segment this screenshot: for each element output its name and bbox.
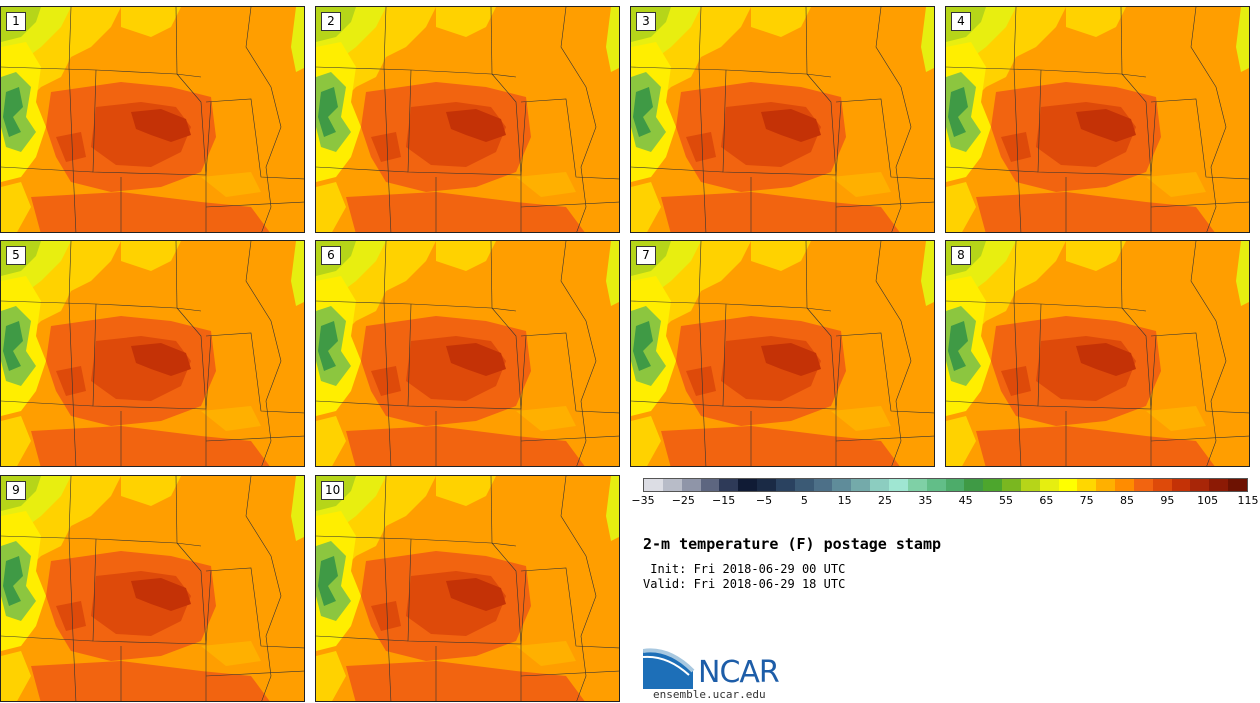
colorbar-tick-label: 15 <box>837 494 852 507</box>
site-url: ensemble.ucar.edu <box>653 688 766 701</box>
colorbar-swatch <box>870 479 889 491</box>
map-panel: 2 <box>315 6 620 233</box>
colorbar-tick-label: −5 <box>755 494 773 507</box>
colorbar-tick-label: 75 <box>1079 494 1094 507</box>
colorbar-swatch <box>945 479 965 491</box>
colorbar-tick-label: −25 <box>671 494 695 507</box>
colorbar-swatch <box>1152 479 1172 491</box>
map-panel: 4 <box>945 6 1250 233</box>
colorbar-swatch <box>1020 479 1040 491</box>
colorbar-swatch <box>738 479 758 491</box>
colorbar-swatch <box>983 479 1003 491</box>
figure-title: 2-m temperature (F) postage stamp <box>643 535 942 553</box>
colorbar-tick-label: 5 <box>800 494 808 507</box>
colorbar-swatch <box>964 479 984 491</box>
panel-number-label: 7 <box>636 246 656 265</box>
colorbar-tick-label: 55 <box>999 494 1013 507</box>
panel-number-label: 5 <box>6 246 26 265</box>
colorbar-swatch <box>907 479 927 491</box>
colorbar-swatch <box>832 479 852 491</box>
panel-number-label: 9 <box>6 481 26 500</box>
map-panel: 10 <box>315 475 620 702</box>
panel-number-label: 8 <box>951 246 971 265</box>
colorbar-tick-label: 35 <box>918 494 933 507</box>
colorbar-tick-label: −35 <box>631 494 655 507</box>
panel-number-label: 2 <box>321 12 341 31</box>
ncar-logo-icon <box>642 648 695 689</box>
colorbar-swatch <box>700 479 720 491</box>
temperature-colorbar <box>643 478 1248 492</box>
map-panel: 6 <box>315 240 620 467</box>
ncar-logo-text: NCAR <box>698 655 780 690</box>
colorbar-swatch <box>851 479 871 491</box>
colorbar-swatch <box>1096 479 1116 491</box>
colorbar-swatch <box>1058 479 1078 491</box>
ncar-logo: NCAR <box>642 645 793 690</box>
colorbar-tick-label: 95 <box>1160 494 1175 507</box>
colorbar-swatch <box>662 479 682 491</box>
valid-time: Valid: Fri 2018-06-29 18 UTC <box>643 577 846 591</box>
colorbar-swatch <box>1133 479 1153 491</box>
colorbar-swatch <box>794 479 814 491</box>
colorbar-tick-label: 115 <box>1237 494 1259 507</box>
init-time: Init: Fri 2018-06-29 00 UTC <box>643 562 846 576</box>
colorbar-swatch <box>1190 479 1210 491</box>
colorbar-swatch <box>1077 479 1097 491</box>
colorbar-swatch <box>926 479 946 491</box>
colorbar-tick-label: 65 <box>1039 494 1054 507</box>
map-panel: 5 <box>0 240 305 467</box>
map-panel: 7 <box>630 240 935 467</box>
colorbar-swatch <box>1171 479 1191 491</box>
colorbar-swatch <box>681 479 701 491</box>
colorbar-tick-label: 85 <box>1120 494 1134 507</box>
colorbar-swatch <box>644 479 663 491</box>
panel-number-label: 1 <box>6 12 26 31</box>
panel-number-label: 10 <box>321 481 345 500</box>
colorbar-swatch <box>775 479 795 491</box>
colorbar-swatch <box>757 479 776 491</box>
map-panel: 3 <box>630 6 935 233</box>
colorbar-swatch <box>1209 479 1229 491</box>
panel-number-label: 6 <box>321 246 341 265</box>
colorbar-tick-label: 25 <box>878 494 892 507</box>
colorbar-swatch <box>1002 479 1021 491</box>
colorbar-swatch <box>813 479 833 491</box>
map-panel: 1 <box>0 6 305 233</box>
colorbar-swatch <box>1115 479 1134 491</box>
colorbar-swatch <box>1228 479 1247 491</box>
map-panel: 9 <box>0 475 305 702</box>
colorbar-tick-label: −15 <box>712 494 736 507</box>
colorbar-tick-label: 45 <box>958 494 973 507</box>
colorbar-swatch <box>1039 479 1059 491</box>
colorbar-swatch <box>888 479 908 491</box>
colorbar-tick-label: 105 <box>1197 494 1219 507</box>
colorbar-ticks: −35 −25 −15 −5 5 15 25 35 45 55 65 75 85 95 105 115 <box>631 494 1258 514</box>
panel-number-label: 4 <box>951 12 971 31</box>
panel-number-label: 3 <box>636 12 656 31</box>
map-panel: 8 <box>945 240 1250 467</box>
colorbar-swatch <box>719 479 739 491</box>
